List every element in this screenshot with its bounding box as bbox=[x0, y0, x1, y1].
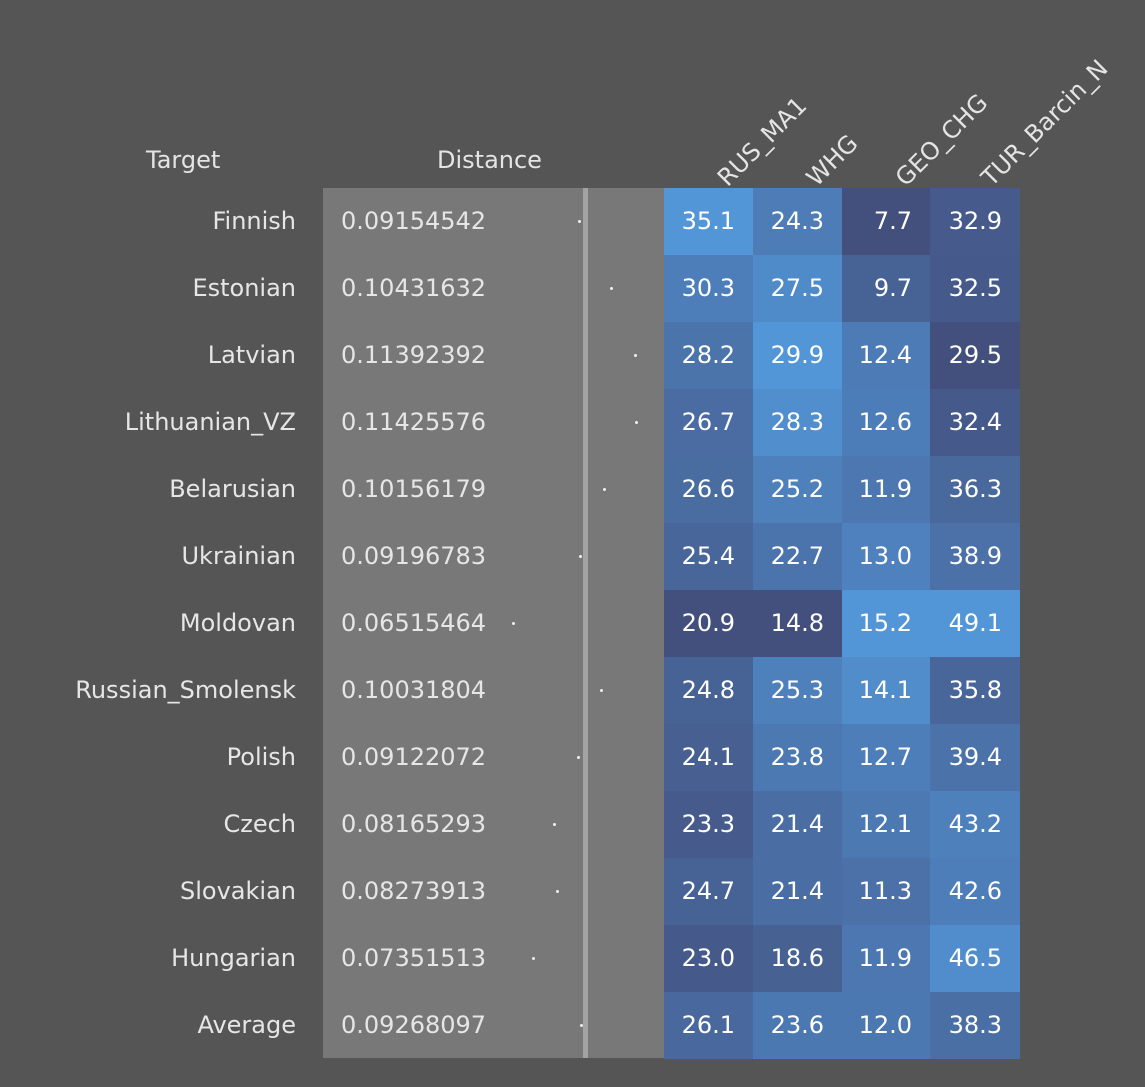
cell-rus-ma1: 30.3 bbox=[664, 255, 753, 322]
cell-geo-chg: 7.7 bbox=[842, 188, 930, 255]
distance-dot bbox=[634, 421, 638, 424]
distance-panel bbox=[323, 188, 664, 1058]
distance-value: 0.09122072 bbox=[341, 743, 487, 771]
cell-rus-ma1: 26.7 bbox=[664, 389, 753, 456]
cell-rus-ma1: 24.7 bbox=[664, 858, 753, 925]
cell-rus-ma1: 23.3 bbox=[664, 791, 753, 858]
target-label: Lithuanian_VZ bbox=[124, 408, 296, 436]
cell-geo-chg: 12.1 bbox=[842, 791, 930, 858]
cell-tur-barcin-n: 39.4 bbox=[930, 724, 1020, 791]
cell-whg: 23.6 bbox=[753, 992, 842, 1059]
cell-tur-barcin-n: 32.9 bbox=[930, 188, 1020, 255]
cell-geo-chg: 15.2 bbox=[842, 590, 930, 657]
cell-geo-chg: 14.1 bbox=[842, 657, 930, 724]
distance-dot bbox=[578, 555, 582, 558]
column-header-geo-chg: GEO_CHG bbox=[890, 88, 994, 192]
column-header-rus-ma1: RUS_MA1 bbox=[712, 91, 813, 192]
cell-geo-chg: 11.9 bbox=[842, 456, 930, 523]
distance-dot bbox=[577, 220, 581, 223]
cell-whg: 27.5 bbox=[753, 255, 842, 322]
distance-dot bbox=[609, 287, 613, 290]
target-label: Estonian bbox=[192, 274, 296, 302]
cell-tur-barcin-n: 38.3 bbox=[930, 992, 1020, 1059]
distance-value: 0.09154542 bbox=[341, 207, 487, 235]
distance-value: 0.11425576 bbox=[341, 408, 487, 436]
cell-whg: 18.6 bbox=[753, 925, 842, 992]
cell-tur-barcin-n: 32.4 bbox=[930, 389, 1020, 456]
cell-geo-chg: 11.3 bbox=[842, 858, 930, 925]
target-label: Ukrainian bbox=[181, 542, 296, 570]
cell-geo-chg: 13.0 bbox=[842, 523, 930, 590]
column-header-tur-barcin-n: TUR_Barcin_N bbox=[976, 54, 1114, 192]
distance-dot bbox=[532, 957, 536, 960]
distance-value: 0.10031804 bbox=[341, 676, 487, 704]
distance-dot bbox=[555, 890, 559, 893]
cell-geo-chg: 11.9 bbox=[842, 925, 930, 992]
header-distance: Distance bbox=[437, 146, 542, 174]
distance-dot bbox=[580, 1024, 584, 1027]
target-label: Belarusian bbox=[169, 475, 296, 503]
target-label: Hungarian bbox=[171, 944, 296, 972]
target-label: Average bbox=[197, 1011, 296, 1039]
distance-dot bbox=[599, 689, 603, 692]
target-label: Russian_Smolensk bbox=[75, 676, 296, 704]
distance-value: 0.10431632 bbox=[341, 274, 487, 302]
target-label: Moldovan bbox=[179, 609, 296, 637]
cell-geo-chg: 12.7 bbox=[842, 724, 930, 791]
cell-tur-barcin-n: 32.5 bbox=[930, 255, 1020, 322]
cell-tur-barcin-n: 35.8 bbox=[930, 657, 1020, 724]
cell-whg: 21.4 bbox=[753, 791, 842, 858]
cell-whg: 25.2 bbox=[753, 456, 842, 523]
cell-rus-ma1: 25.4 bbox=[664, 523, 753, 590]
distance-value: 0.09268097 bbox=[341, 1011, 487, 1039]
cell-rus-ma1: 26.6 bbox=[664, 456, 753, 523]
cell-geo-chg: 12.6 bbox=[842, 389, 930, 456]
distance-dot bbox=[602, 488, 606, 491]
cell-whg: 14.8 bbox=[753, 590, 842, 657]
distance-dot bbox=[511, 622, 515, 625]
cell-whg: 24.3 bbox=[753, 188, 842, 255]
cell-geo-chg: 9.7 bbox=[842, 255, 930, 322]
distance-dot bbox=[576, 756, 580, 759]
cell-rus-ma1: 23.0 bbox=[664, 925, 753, 992]
cell-tur-barcin-n: 49.1 bbox=[930, 590, 1020, 657]
cell-tur-barcin-n: 43.2 bbox=[930, 791, 1020, 858]
distance-value: 0.10156179 bbox=[341, 475, 487, 503]
cell-whg: 22.7 bbox=[753, 523, 842, 590]
cell-rus-ma1: 28.2 bbox=[664, 322, 753, 389]
column-header-whg: WHG bbox=[801, 129, 864, 192]
cell-tur-barcin-n: 42.6 bbox=[930, 858, 1020, 925]
distance-divider bbox=[583, 188, 588, 1058]
cell-tur-barcin-n: 36.3 bbox=[930, 456, 1020, 523]
distance-value: 0.11392392 bbox=[341, 341, 487, 369]
distance-value: 0.08165293 bbox=[341, 810, 487, 838]
cell-tur-barcin-n: 38.9 bbox=[930, 523, 1020, 590]
cell-rus-ma1: 35.1 bbox=[664, 188, 753, 255]
cell-whg: 21.4 bbox=[753, 858, 842, 925]
distance-dot bbox=[633, 354, 637, 357]
cell-rus-ma1: 24.1 bbox=[664, 724, 753, 791]
cell-whg: 25.3 bbox=[753, 657, 842, 724]
target-label: Czech bbox=[223, 810, 296, 838]
cell-whg: 29.9 bbox=[753, 322, 842, 389]
target-label: Slovakian bbox=[180, 877, 296, 905]
cell-tur-barcin-n: 46.5 bbox=[930, 925, 1020, 992]
distance-value: 0.07351513 bbox=[341, 944, 487, 972]
cell-geo-chg: 12.4 bbox=[842, 322, 930, 389]
header-target: Target bbox=[146, 146, 221, 174]
cell-rus-ma1: 24.8 bbox=[664, 657, 753, 724]
cell-geo-chg: 12.0 bbox=[842, 992, 930, 1059]
target-label: Latvian bbox=[207, 341, 296, 369]
distance-value: 0.06515464 bbox=[341, 609, 487, 637]
cell-whg: 23.8 bbox=[753, 724, 842, 791]
distance-dot bbox=[552, 823, 556, 826]
distance-value: 0.08273913 bbox=[341, 877, 487, 905]
cell-rus-ma1: 26.1 bbox=[664, 992, 753, 1059]
distance-value: 0.09196783 bbox=[341, 542, 487, 570]
target-label: Finnish bbox=[212, 207, 296, 235]
target-label: Polish bbox=[226, 743, 296, 771]
cell-whg: 28.3 bbox=[753, 389, 842, 456]
cell-rus-ma1: 20.9 bbox=[664, 590, 753, 657]
cell-tur-barcin-n: 29.5 bbox=[930, 322, 1020, 389]
